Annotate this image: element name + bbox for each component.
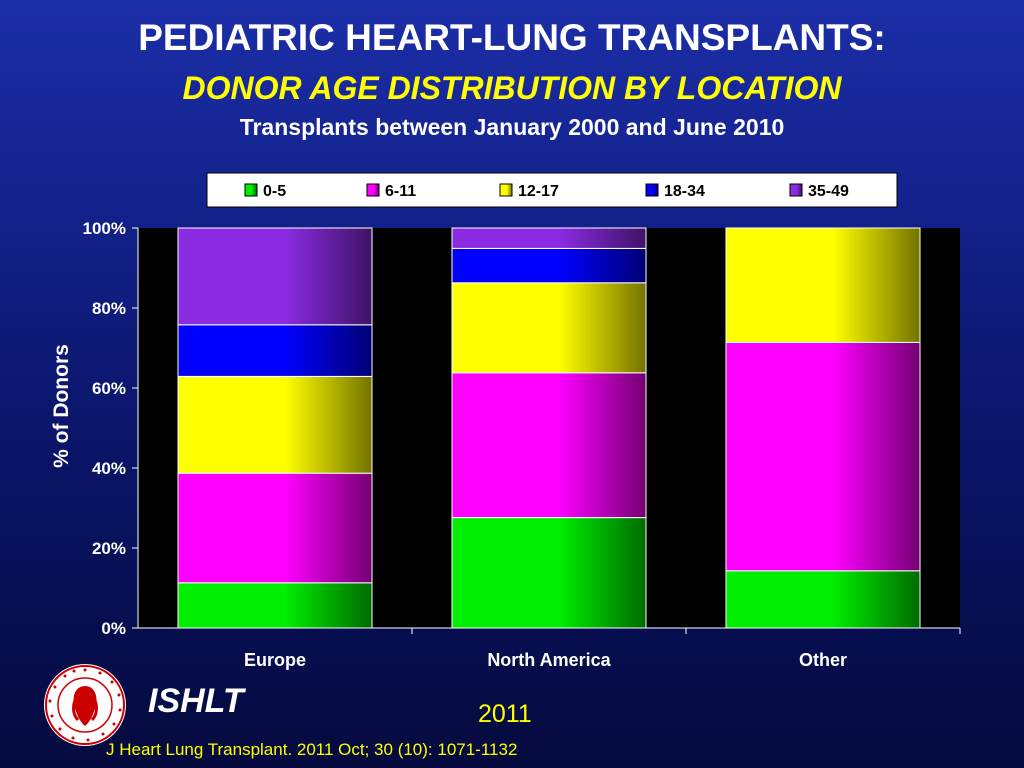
x-tick-label: Other — [799, 650, 847, 670]
legend-label: 18-34 — [664, 183, 705, 200]
page-title: PEDIATRIC HEART-LUNG TRANSPLANTS: — [138, 17, 886, 58]
bar-segment-35-49 — [451, 227, 647, 249]
x-tick-label: Europe — [244, 650, 306, 670]
bar-segment-12-17 — [725, 227, 921, 343]
bar-segment-6-11 — [725, 341, 921, 572]
y-axis-label: % of Donors — [50, 344, 73, 468]
legend-label: 35-49 — [808, 183, 849, 200]
chart-subtitle: DONOR AGE DISTRIBUTION BY LOCATION — [182, 70, 842, 106]
legend-swatch — [789, 183, 803, 197]
bar-segment-0-5 — [725, 570, 921, 629]
legend-swatch — [645, 183, 659, 197]
bar-segment-0-5 — [177, 582, 373, 629]
bar-segment-6-11 — [451, 372, 647, 519]
bar-segment-12-17 — [177, 375, 373, 474]
ishlt-label: ISHLT — [148, 682, 244, 720]
legend-swatch — [366, 183, 380, 197]
y-tick-label: 60% — [92, 379, 126, 398]
legend-label: 0-5 — [263, 183, 286, 200]
year-label: 2011 — [478, 700, 532, 728]
y-tick-label: 100% — [83, 219, 126, 238]
y-tick-label: 20% — [92, 539, 126, 558]
bar-segment-18-34 — [177, 324, 373, 377]
legend-label: 12-17 — [518, 183, 559, 200]
y-tick-label: 0% — [101, 619, 126, 638]
legend-swatch — [499, 183, 513, 197]
chart-date-range: Transplants between January 2000 and Jun… — [239, 114, 785, 140]
bar-segment-12-17 — [451, 282, 647, 374]
bar-segment-0-5 — [451, 517, 647, 629]
bar-segment-6-11 — [177, 472, 373, 584]
y-tick-label: 80% — [92, 299, 126, 318]
legend-swatch — [244, 183, 258, 197]
x-tick-label: North America — [487, 650, 611, 670]
citation: J Heart Lung Transplant. 2011 Oct; 30 (1… — [106, 740, 518, 759]
legend-label: 6-11 — [385, 183, 416, 200]
bar-segment-35-49 — [177, 227, 373, 326]
bar-segment-18-34 — [451, 247, 647, 284]
legend-box — [206, 172, 898, 208]
ishlt-logo — [44, 664, 126, 746]
y-tick-label: 40% — [92, 459, 126, 478]
